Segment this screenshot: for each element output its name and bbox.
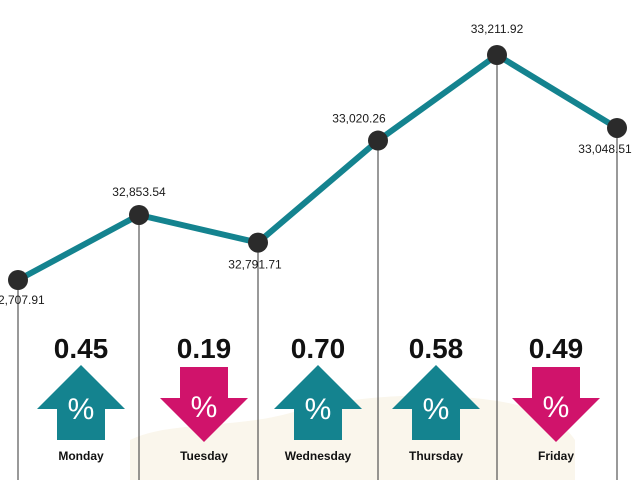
daily-change-value: 0.19 (177, 333, 232, 364)
data-point (8, 270, 28, 290)
point-value-label: 32,791.71 (228, 258, 282, 272)
down-arrow-icon (512, 367, 600, 442)
point-value-label: 32,707.91 (0, 293, 45, 307)
up-arrow-icon (37, 365, 125, 440)
day-label: Thursday (409, 449, 463, 463)
up-arrow-icon (392, 365, 480, 440)
data-point (129, 204, 149, 225)
data-point (487, 45, 507, 65)
point-value-label: 33,048.51 (578, 142, 632, 156)
day-label: Wednesday (285, 449, 352, 463)
percent-symbol: % (191, 391, 218, 424)
series-line (15, 52, 620, 283)
data-point (607, 117, 627, 138)
point-value-label: 33,211.92 (471, 22, 524, 36)
background-map-shape (130, 395, 575, 480)
point-value-label: 32,853.54 (112, 185, 166, 199)
up-arrow-icon (274, 365, 362, 440)
percent-symbol: % (68, 393, 95, 426)
daily-change-value: 0.58 (409, 333, 464, 364)
day-label: Tuesday (180, 449, 228, 463)
day-label: Monday (58, 449, 104, 463)
percent-symbol: % (423, 393, 450, 426)
data-point (368, 130, 388, 151)
day-label: Friday (538, 449, 574, 463)
daily-change-value: 0.49 (529, 333, 584, 364)
percent-symbol: % (305, 393, 332, 426)
percent-symbol: % (543, 391, 570, 424)
daily-change-value: 0.70 (291, 333, 346, 364)
down-arrow-icon (160, 367, 248, 442)
point-value-label: 33,020.26 (332, 112, 386, 126)
data-point (248, 232, 268, 253)
daily-change-value: 0.45 (54, 333, 109, 364)
